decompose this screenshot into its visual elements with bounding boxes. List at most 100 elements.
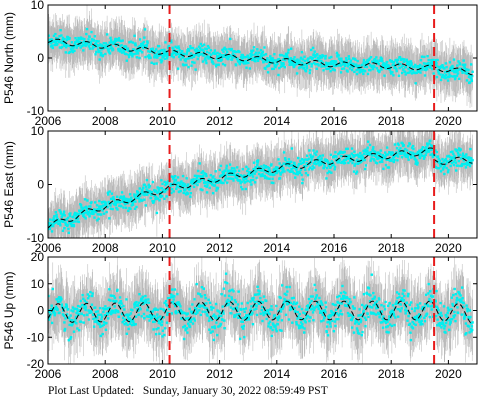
data-point bbox=[299, 168, 302, 171]
data-point bbox=[277, 57, 281, 61]
data-point bbox=[64, 221, 67, 224]
data-point bbox=[284, 55, 287, 58]
data-point bbox=[171, 46, 174, 49]
data-point bbox=[69, 222, 72, 226]
data-point bbox=[215, 63, 218, 66]
data-point bbox=[423, 74, 427, 77]
data-point bbox=[107, 193, 110, 196]
data-point bbox=[182, 52, 186, 56]
data-point bbox=[57, 222, 60, 225]
data-point bbox=[109, 36, 112, 39]
data-point bbox=[429, 139, 432, 142]
data-point bbox=[381, 64, 385, 67]
data-point bbox=[337, 161, 341, 164]
data-point bbox=[204, 181, 207, 184]
data-point bbox=[212, 175, 215, 178]
data-point bbox=[88, 208, 92, 212]
data-point bbox=[221, 174, 224, 177]
data-point bbox=[55, 213, 58, 217]
data-point bbox=[124, 202, 127, 205]
data-point bbox=[130, 196, 133, 199]
data-point bbox=[291, 61, 295, 64]
data-point bbox=[219, 164, 223, 168]
data-point bbox=[232, 179, 235, 182]
data-point bbox=[129, 53, 132, 56]
data-point bbox=[452, 163, 456, 167]
data-point bbox=[426, 142, 429, 145]
data-point bbox=[148, 190, 151, 193]
data-point bbox=[352, 170, 356, 173]
data-point bbox=[216, 187, 220, 190]
data-point bbox=[397, 63, 400, 67]
data-point bbox=[233, 167, 236, 170]
data-point bbox=[54, 211, 57, 214]
data-point bbox=[399, 147, 402, 150]
data-point bbox=[127, 49, 130, 52]
data-point bbox=[396, 58, 400, 61]
data-point bbox=[153, 49, 157, 53]
data-point bbox=[464, 63, 467, 66]
data-point bbox=[125, 59, 128, 62]
data-point bbox=[137, 48, 141, 51]
data-point bbox=[205, 47, 208, 51]
data-point bbox=[221, 62, 225, 66]
data-point bbox=[334, 151, 337, 154]
data-point bbox=[324, 57, 327, 60]
data-point bbox=[375, 155, 378, 159]
data-point bbox=[416, 65, 420, 68]
data-point bbox=[231, 169, 234, 173]
data-point bbox=[204, 56, 207, 59]
data-point bbox=[172, 177, 175, 180]
data-point bbox=[164, 183, 167, 187]
data-point bbox=[343, 158, 346, 162]
data-point bbox=[340, 155, 343, 158]
data-point bbox=[206, 184, 209, 187]
data-point bbox=[71, 220, 75, 223]
data-point bbox=[375, 61, 378, 65]
data-point bbox=[441, 64, 444, 67]
data-point bbox=[60, 220, 63, 223]
data-point bbox=[291, 170, 294, 173]
data-point bbox=[130, 204, 133, 207]
data-point bbox=[245, 177, 248, 180]
data-point bbox=[455, 71, 458, 74]
data-point bbox=[214, 52, 217, 55]
data-point bbox=[165, 57, 169, 60]
data-point bbox=[457, 159, 460, 163]
data-point bbox=[326, 64, 329, 67]
data-point bbox=[101, 54, 105, 57]
data-point bbox=[397, 143, 400, 147]
data-point bbox=[286, 56, 289, 59]
data-point bbox=[407, 144, 410, 148]
data-point bbox=[76, 217, 80, 220]
data-point bbox=[79, 46, 82, 49]
data-point bbox=[101, 45, 104, 48]
data-point bbox=[60, 215, 63, 219]
data-point bbox=[121, 47, 125, 50]
data-point bbox=[385, 60, 389, 64]
data-point bbox=[217, 54, 221, 58]
data-point bbox=[287, 158, 291, 161]
data-point bbox=[442, 167, 445, 170]
data-point bbox=[323, 165, 326, 168]
data-point bbox=[206, 44, 210, 48]
data-point bbox=[361, 154, 364, 157]
data-point bbox=[415, 159, 418, 162]
data-point bbox=[408, 65, 411, 68]
data-point bbox=[460, 164, 463, 167]
data-point bbox=[408, 142, 411, 146]
data-point bbox=[199, 188, 202, 191]
data-point bbox=[272, 67, 275, 70]
data-point bbox=[453, 77, 457, 81]
data-point bbox=[449, 74, 453, 78]
data-point bbox=[353, 164, 356, 167]
data-point bbox=[251, 175, 255, 178]
data-point bbox=[178, 49, 181, 52]
plot-area bbox=[48, 257, 474, 364]
data-point bbox=[348, 67, 352, 70]
data-point bbox=[195, 176, 199, 179]
data-point bbox=[158, 45, 161, 48]
data-point bbox=[83, 215, 86, 218]
data-point bbox=[413, 152, 416, 155]
data-point bbox=[91, 47, 94, 50]
